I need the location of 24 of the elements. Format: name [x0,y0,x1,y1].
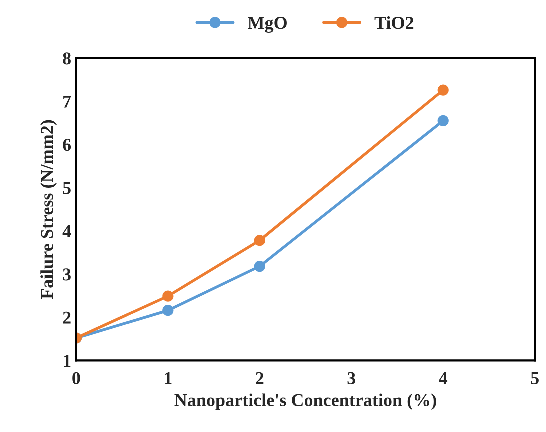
point [438,115,449,127]
legend-label: TiO2 [374,16,414,30]
y-tick-label: 7 [64,96,72,108]
point [438,84,449,96]
legend-label: MgO [248,17,287,33]
y-axis-title: Failure Stress (N/mm2) [40,120,57,300]
y-tick-label: 8 [63,52,71,65]
y-tick-label: 4 [62,226,72,238]
x-tick-label: 3 [348,372,356,385]
point [254,260,266,272]
x-tick-label: 1 [165,372,172,384]
x-tick-label: 5 [531,372,539,385]
y-tick-label: 2 [63,312,71,324]
x-tick-label: 2 [256,372,264,384]
y-tick-label: 6 [63,139,72,152]
point [254,235,266,246]
point [162,290,174,302]
x-tick-label: 0 [72,372,80,385]
y-tick-label: 1 [64,355,71,367]
point [162,305,174,316]
y-tick-label: 5 [63,182,71,194]
x-axis-title: Nanoparticle's Concentration (%) [174,394,436,410]
y-tick-label: 3 [63,268,71,281]
x-tick-label: 4 [439,372,448,384]
